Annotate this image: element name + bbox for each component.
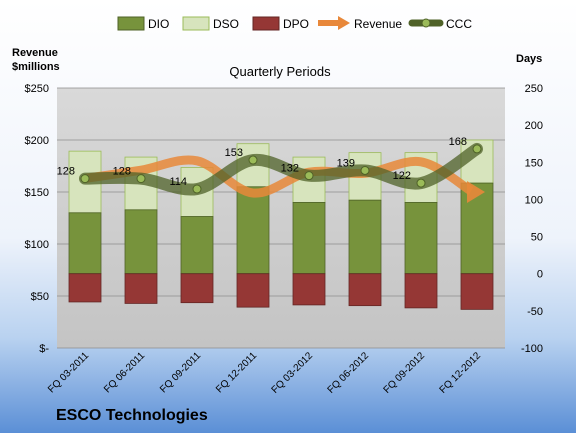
- bar-dio: [180, 216, 214, 275]
- legend-label-dso: DSO: [213, 17, 239, 31]
- legend-label-revenue: Revenue: [354, 17, 402, 31]
- revenue-line: [84, 155, 474, 198]
- ccc-data-label: 128: [57, 166, 75, 178]
- right-axis-tick-label: 200: [525, 120, 543, 132]
- legend-label-ccc: CCC: [446, 17, 472, 31]
- bar-dpo: [236, 273, 270, 308]
- legend: DIO DSO DPO Revenue CCC: [117, 16, 472, 31]
- legend-label-dio: DIO: [148, 17, 169, 31]
- ccc-point: [472, 144, 482, 154]
- bar-dio: [292, 201, 326, 275]
- bar-dpo: [348, 273, 382, 307]
- ccc-data-label: 128: [113, 166, 131, 178]
- ccc-data-label: 114: [169, 176, 187, 188]
- right-axis-tick-label: -100: [521, 343, 543, 355]
- ccc-point: [136, 174, 146, 184]
- legend-swatch-dio: [117, 16, 145, 31]
- bar-dpo: [404, 273, 438, 309]
- ccc-data-label: 139: [337, 157, 355, 169]
- right-axis-title: Days: [516, 53, 542, 65]
- ccc-data-label: 132: [281, 163, 299, 175]
- ccc-point: [248, 155, 258, 165]
- right-axis-tick-label: 150: [525, 157, 543, 169]
- bar-dio: [236, 186, 270, 275]
- legend-label-dpo: DPO: [283, 17, 309, 31]
- plot-area: [57, 88, 505, 348]
- company-name: ESCO Technologies: [56, 407, 208, 424]
- legend-swatch-dpo: [252, 16, 280, 31]
- ccc-point: [416, 178, 426, 188]
- left-axis-tick-label: $-: [39, 343, 49, 355]
- bar-dpo: [460, 273, 494, 310]
- left-axis-tick-label: $250: [25, 83, 49, 95]
- bar-dpo: [180, 273, 214, 304]
- left-axis-tick-label: $150: [25, 187, 49, 199]
- revenue-arrowhead: [467, 181, 485, 203]
- right-axis-tick-label: 250: [525, 83, 543, 95]
- legend-swatch-dso: [182, 16, 210, 31]
- left-axis-tick-label: $50: [31, 291, 49, 303]
- data-labels: 128 128 114 153 132 139 122 168: [57, 136, 467, 188]
- bar-dio: [348, 199, 382, 275]
- ccc-point: [192, 184, 202, 194]
- right-axis-tick-label: 0: [537, 269, 543, 281]
- left-axis-tick-label: $200: [25, 135, 49, 147]
- left-axis-title-line1: Revenue: [12, 47, 58, 59]
- legend-swatch-ccc: [408, 18, 444, 28]
- bar-dio: [404, 201, 438, 275]
- ccc-data-label: 153: [225, 147, 243, 159]
- lines: [79, 142, 485, 203]
- bar-dio: [124, 209, 158, 275]
- bar-dio: [460, 182, 494, 275]
- bar-dpo: [292, 273, 326, 306]
- ccc-data-label: 122: [393, 170, 411, 182]
- right-axis-tick-label: 50: [531, 232, 543, 244]
- ccc-data-label: 168: [449, 136, 467, 148]
- ccc-point: [360, 165, 370, 175]
- bar-dio: [68, 212, 102, 275]
- left-axis-title-line2: $millions: [12, 61, 60, 73]
- bar-dpo: [124, 273, 158, 304]
- right-axis-tick-label: 100: [525, 194, 543, 206]
- legend-swatch-revenue: [318, 16, 350, 30]
- bar-dpo: [68, 273, 102, 303]
- chart-title: Quarterly Periods: [229, 64, 331, 79]
- ccc-point: [80, 174, 90, 184]
- right-axis-tick-label: -50: [527, 306, 543, 318]
- left-axis-tick-label: $100: [25, 239, 49, 251]
- ccc-point: [304, 171, 314, 181]
